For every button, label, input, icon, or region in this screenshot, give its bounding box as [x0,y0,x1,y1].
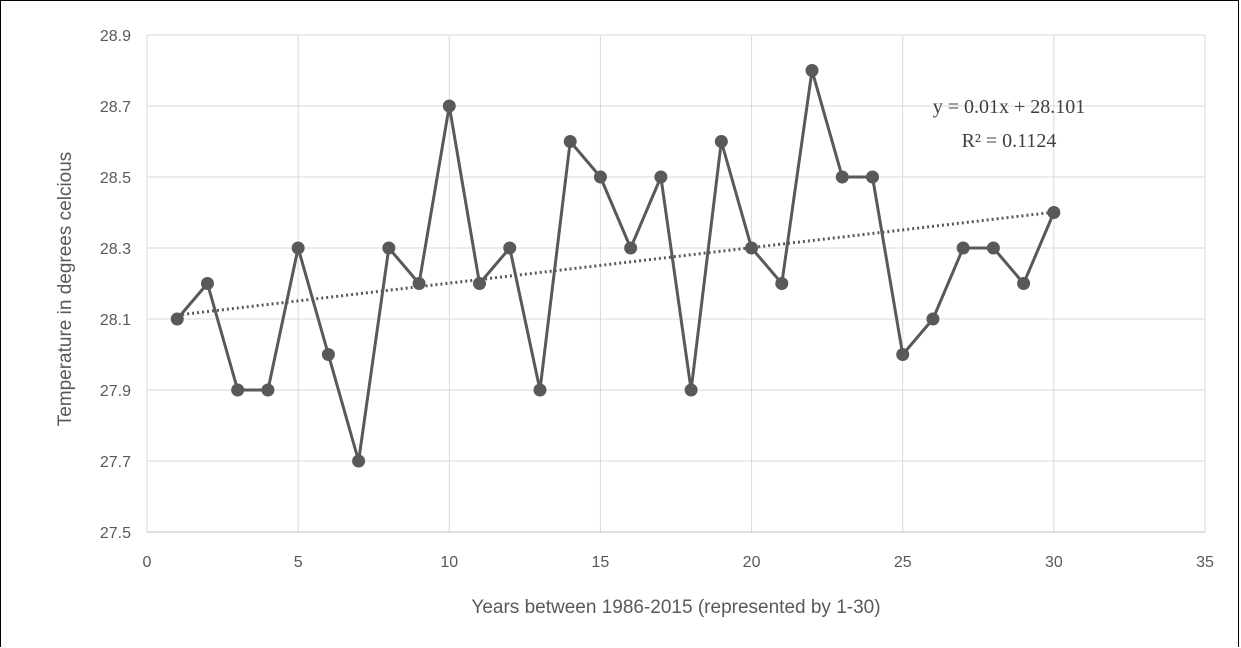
x-tick-label: 15 [592,554,610,571]
data-point [261,383,275,397]
data-point [926,312,940,326]
data-point [412,277,426,290]
y-tick-label: 27.7 [100,454,131,471]
data-point [442,99,456,113]
data-point [745,241,759,255]
data-point [654,170,668,184]
data-series [170,64,1061,468]
data-point [170,312,184,326]
x-tick-label: 0 [143,554,152,571]
y-tick-label: 27.9 [100,383,131,400]
data-point [200,277,214,290]
y-tick-label: 28.1 [100,312,131,329]
trendline-equation: y = 0.01x + 28.101 [933,96,1086,118]
tick-labels: 0 5 10 15 20 25 30 35 27.5 27.7 27.9 28.1 28.3 28.5 28… [100,28,1214,571]
x-tick-label: 20 [743,554,761,571]
x-tick-label: 10 [440,554,458,571]
data-point [473,277,487,290]
axes [146,35,1205,533]
y-tick-label: 28.9 [100,28,131,45]
data-point [624,241,638,255]
data-point [956,241,970,255]
data-point [986,241,1000,255]
data-point [533,383,547,397]
data-point [563,135,577,148]
gridlines [147,34,1206,532]
data-point [382,241,396,255]
data-point [1047,206,1061,219]
data-point [714,135,728,148]
data-point [835,170,849,184]
series-line [176,69,1056,463]
data-point [775,277,789,290]
trendline-r-squared: R² = 0.1124 [962,130,1057,152]
data-point [352,454,366,468]
y-tick-label: 28.3 [100,241,131,258]
y-axis-title: Temperature in degrees celcious [55,152,76,427]
data-point [503,241,517,255]
data-point [291,241,305,255]
trendline-line [177,210,1055,317]
x-tick-label: 5 [294,554,303,571]
data-point [805,64,819,77]
data-point [321,348,335,361]
y-tick-label: 28.5 [100,170,131,187]
data-point [231,383,245,397]
data-point [593,170,607,184]
data-point [684,383,698,397]
y-tick-label: 27.5 [100,525,131,542]
data-point [896,348,910,361]
trendline [177,210,1055,317]
data-point [865,170,879,184]
x-tick-label: 25 [894,554,912,571]
y-tick-label: 28.7 [100,99,131,116]
x-tick-label: 30 [1045,554,1063,571]
x-tick-label: 35 [1196,554,1214,571]
x-axis-title: Years between 1986-2015 (represented by … [471,597,880,618]
data-point [1017,277,1031,290]
